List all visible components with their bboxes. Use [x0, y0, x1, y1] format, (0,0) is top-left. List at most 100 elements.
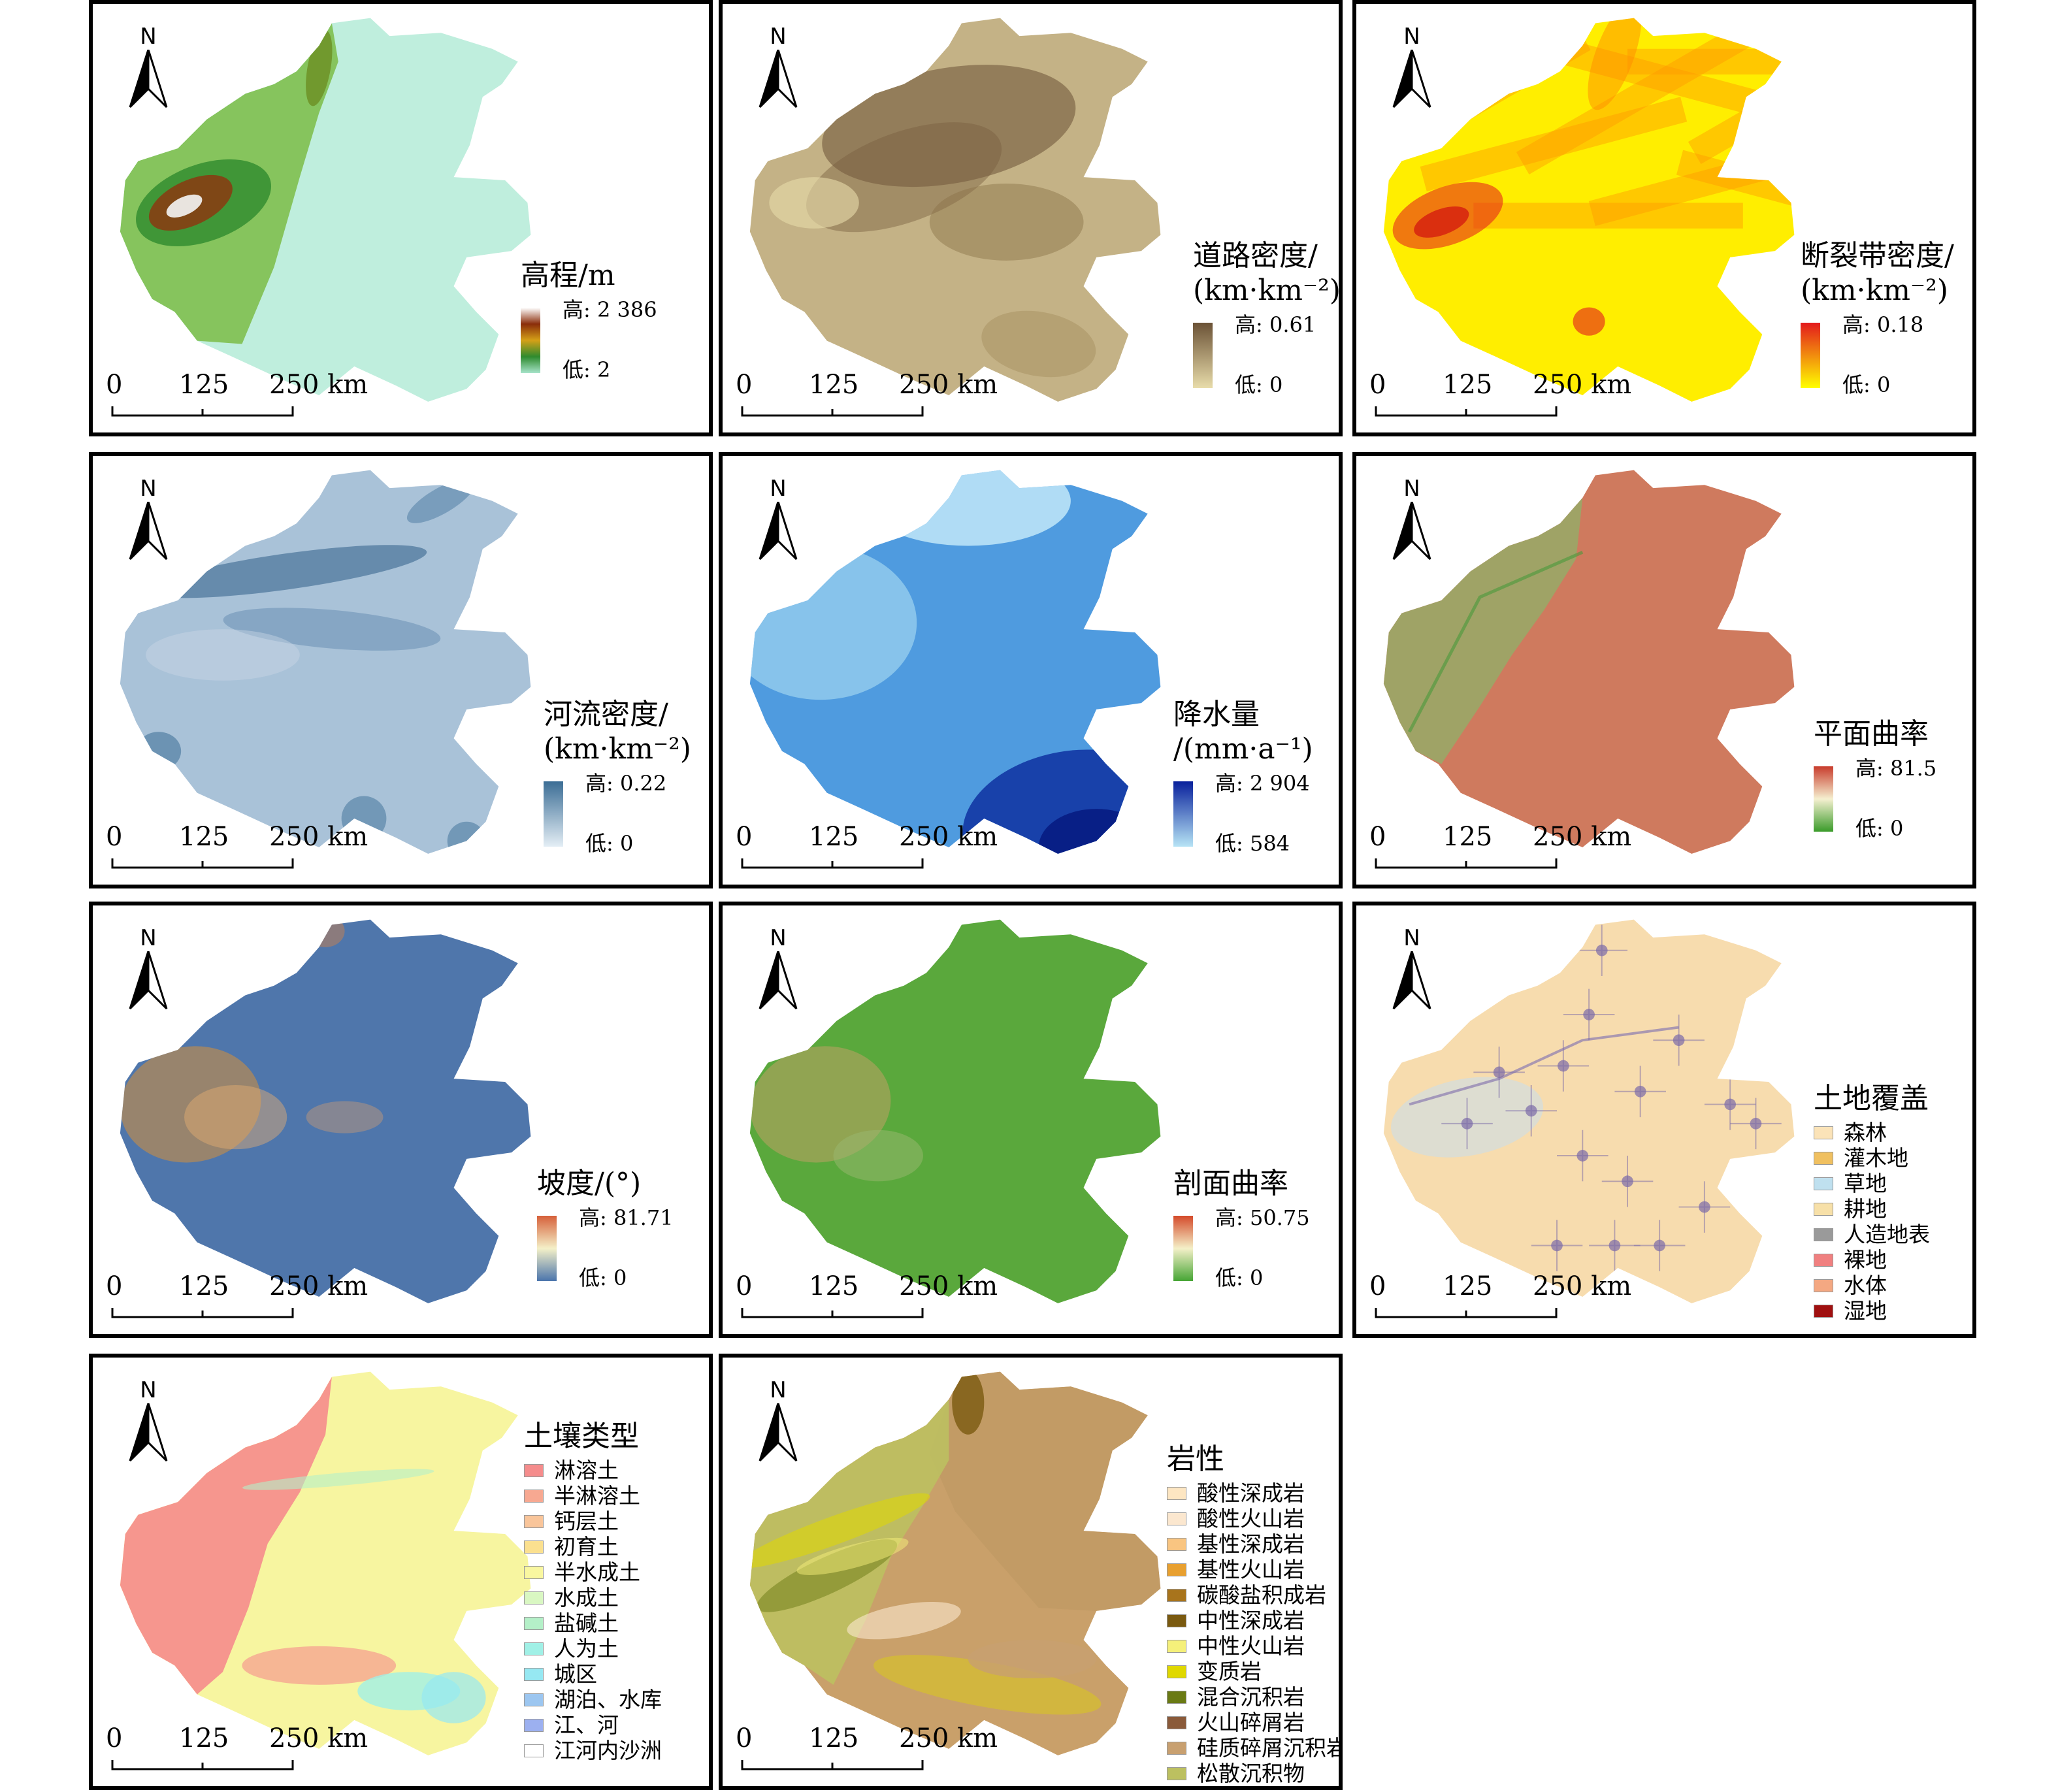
north-arrow: N	[755, 1377, 801, 1462]
north-arrow: N	[125, 476, 171, 561]
north-arrow: N	[1389, 24, 1435, 108]
scale-label-125: 125	[809, 370, 859, 400]
legend-low-label: 低: 0	[585, 830, 634, 856]
scale-bar: 0 125 250 km	[1369, 370, 1631, 422]
scale-bar: 0 125 250 km	[736, 370, 998, 422]
north-arrow-icon	[129, 1403, 168, 1462]
north-label: N	[1403, 24, 1420, 50]
map-panel-landcover: N 0 125 250 km 土地覆盖 森林 灌木地	[1352, 902, 1976, 1338]
scale-label-125: 125	[809, 1723, 859, 1753]
scale-label-125: 125	[1443, 370, 1493, 400]
legend-item: 耕地	[1814, 1197, 1930, 1222]
legend-item-label: 耕地	[1844, 1196, 1887, 1222]
map-panel-prof_curv: N 0 125 250 km 剖面曲率 高: 50.75 低: 0	[719, 902, 1343, 1338]
legend: 道路密度/(km·km⁻²) 高: 0.61 低: 0	[1193, 239, 1341, 397]
legend-low-label: 低: 0	[1855, 815, 1904, 841]
legend-item-label: 硅质碎屑沉积岩	[1197, 1735, 1343, 1761]
scale-label-0: 0	[736, 370, 753, 400]
legend-high-label: 高: 0.61	[1235, 312, 1316, 337]
legend: 岩性 酸性深成岩 酸性火山岩 基性深成岩 基性火山岩	[1167, 1442, 1343, 1787]
legend-swatch	[1814, 1305, 1833, 1318]
color-ramp	[537, 1215, 557, 1281]
legend-swatch	[1167, 1665, 1186, 1679]
map-panel-road: N 0 125 250 km 道路密度/(km·km⁻²) 高: 0.61 低:…	[719, 0, 1343, 436]
province-map	[120, 18, 531, 402]
map-panel-elevation: N 0 125 250 km 高程/m 高: 2 386 低: 2	[89, 0, 713, 436]
scale-label-125: 125	[179, 370, 229, 400]
scale-label-0: 0	[736, 1723, 753, 1753]
scale-bar-line	[741, 1308, 924, 1318]
legend-title: (km·km⁻²)	[1801, 273, 1948, 307]
gradient-legend: 高: 0.22 低: 0	[544, 772, 691, 856]
scale-bar: 0 125 250 km	[106, 1271, 368, 1324]
legend-item: 江、河	[524, 1713, 662, 1738]
scale-label-0: 0	[106, 822, 123, 852]
scale-label-125: 125	[179, 822, 229, 852]
north-arrow-icon	[1392, 951, 1431, 1010]
scale-label-125: 125	[809, 822, 859, 852]
province-map	[1383, 470, 1795, 854]
legend-swatch	[1814, 1203, 1833, 1216]
category-legend: 森林 灌木地 草地 耕地 人造地表	[1814, 1120, 1930, 1324]
legend-swatch	[524, 1642, 544, 1656]
color-ramp	[1173, 1215, 1193, 1281]
scale-label-250: 250 km	[269, 1271, 368, 1301]
map-panel-soil: N 0 125 250 km 土壤类型 淋溶土 半淋溶土	[89, 1354, 713, 1790]
legend: 坡度/(°) 高: 81.71 低: 0	[537, 1167, 674, 1290]
legend-item-label: 裸地	[1844, 1247, 1887, 1273]
province-map	[1383, 919, 1795, 1303]
north-arrow: N	[755, 24, 801, 108]
north-arrow-icon	[759, 1403, 798, 1462]
legend-item: 酸性火山岩	[1167, 1506, 1339, 1532]
scale-bar-line	[741, 858, 924, 869]
legend-swatch	[524, 1464, 544, 1478]
legend-title: (km·km⁻²)	[1193, 273, 1341, 307]
legend-swatch	[1814, 1254, 1833, 1267]
legend-swatch	[1167, 1767, 1186, 1781]
gradient-legend: 高: 81.71 低: 0	[537, 1206, 674, 1290]
legend-item: 中性深成岩	[1167, 1608, 1339, 1634]
legend-item-label: 灌木地	[1844, 1145, 1908, 1171]
legend-item: 半水成土	[524, 1560, 662, 1586]
scale-label-250: 250 km	[1533, 370, 1632, 400]
map-panel-precip: N 0 125 250 km 降水量/(mm·a⁻¹) 高: 2 904 低: …	[719, 452, 1343, 888]
legend-item-label: 城区	[554, 1661, 597, 1687]
legend-low-label: 低: 0	[579, 1265, 627, 1290]
legend-swatch	[1167, 1614, 1186, 1628]
legend-swatch	[1167, 1538, 1186, 1552]
legend-low-label: 低: 0	[1235, 372, 1283, 397]
scale-label-0: 0	[106, 370, 123, 400]
legend-item: 中性火山岩	[1167, 1634, 1339, 1659]
legend-item-label: 森林	[1844, 1120, 1887, 1146]
legend-item-label: 松散沉积物	[1197, 1761, 1305, 1787]
legend-item-label: 混合沉积岩	[1197, 1684, 1305, 1710]
legend-item-label: 湖泊、水库	[554, 1687, 662, 1713]
legend-item: 湖泊、水库	[524, 1687, 662, 1713]
north-arrow-icon	[129, 951, 168, 1010]
north-label: N	[140, 24, 157, 50]
north-arrow-icon	[759, 50, 798, 108]
scale-label-250: 250 km	[899, 822, 998, 852]
legend-item: 草地	[1814, 1171, 1930, 1197]
scale-label-125: 125	[809, 1271, 859, 1301]
gradient-legend: 高: 81.5 低: 0	[1814, 757, 1936, 841]
legend-item: 水体	[1814, 1273, 1930, 1299]
legend-item: 基性火山岩	[1167, 1557, 1339, 1583]
legend-swatch	[524, 1591, 544, 1605]
map-panel-fault: N 0 125 250 km 断裂带密度/(km·km⁻²) 高: 0.18 低…	[1352, 0, 1976, 436]
scale-label-125: 125	[179, 1723, 229, 1753]
scale-label-250: 250 km	[269, 1723, 368, 1753]
legend-title: 河流密度/	[544, 698, 668, 731]
legend-item-label: 淋溶土	[554, 1458, 619, 1484]
legend-swatch	[1167, 1512, 1186, 1526]
legend-item-label: 江、河	[554, 1712, 619, 1738]
legend-item: 湿地	[1814, 1299, 1930, 1324]
map-panel-plan_curv: N 0 125 250 km 平面曲率 高: 81.5 低: 0	[1352, 452, 1976, 888]
legend-title: /(mm·a⁻¹)	[1173, 732, 1313, 766]
legend: 高程/m 高: 2 386 低: 2	[521, 259, 657, 381]
legend-item-label: 酸性火山岩	[1197, 1506, 1305, 1532]
category-legend: 淋溶土 半淋溶土 钙层土 初育土 半水成土	[524, 1458, 662, 1764]
gradient-legend: 高: 50.75 低: 0	[1173, 1206, 1310, 1289]
color-ramp	[1193, 322, 1213, 388]
province-map	[120, 919, 531, 1303]
